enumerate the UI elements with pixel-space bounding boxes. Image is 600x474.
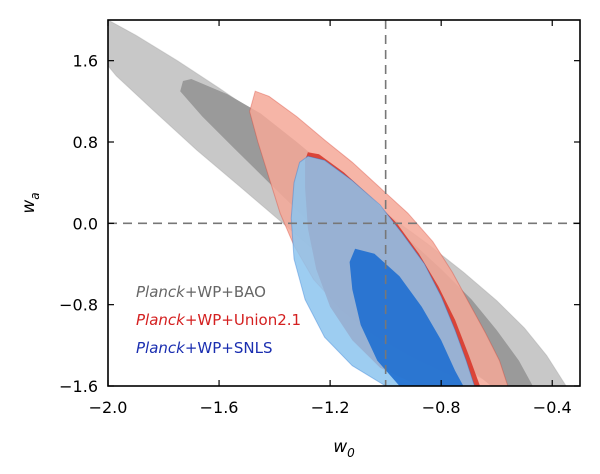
axis-ticks: −2.0 −1.6 −1.2 −0.8 −0.4 −1.6 −0.8 0.0 0.8 1.6 xyxy=(59,20,580,417)
y-tick-label: −0.8 xyxy=(59,296,98,315)
contour-68-planck-wp-snls xyxy=(349,248,464,386)
legend: Planck+WP+BAOPlanck+WP+Union2.1Planck+WP… xyxy=(136,283,301,357)
x-axis-label: w0 xyxy=(333,437,355,460)
legend-entry-suffix: +WP+Union2.1 xyxy=(185,311,301,329)
x-tick-label: −2.0 xyxy=(89,398,128,417)
y-tick-label: −1.6 xyxy=(59,377,98,396)
legend-entry-name: Planck xyxy=(136,283,186,301)
x-tick-label: −0.8 xyxy=(422,398,461,417)
x-tick-label: −1.6 xyxy=(200,398,239,417)
legend-entry-suffix: +WP+BAO xyxy=(185,283,266,301)
plot-frame xyxy=(107,19,581,387)
reference-lines xyxy=(108,20,580,386)
y-axis-label: wa xyxy=(19,192,42,213)
legend-entry: Planck+WP+SNLS xyxy=(136,339,273,357)
legend-entry: Planck+WP+Union2.1 xyxy=(136,311,301,329)
legend-entry-name: Planck xyxy=(136,311,186,329)
y-tick-label: 0.8 xyxy=(73,133,98,152)
x-tick-label: −0.4 xyxy=(533,398,572,417)
y-tick-label: 0.0 xyxy=(73,214,98,233)
legend-entry-name: Planck xyxy=(136,339,186,357)
legend-entry-suffix: +WP+SNLS xyxy=(185,339,273,357)
x-tick-label: −1.2 xyxy=(311,398,350,417)
contour-layer xyxy=(108,20,567,386)
legend-entry: Planck+WP+BAO xyxy=(136,283,266,301)
y-tick-label: 1.6 xyxy=(73,52,98,71)
